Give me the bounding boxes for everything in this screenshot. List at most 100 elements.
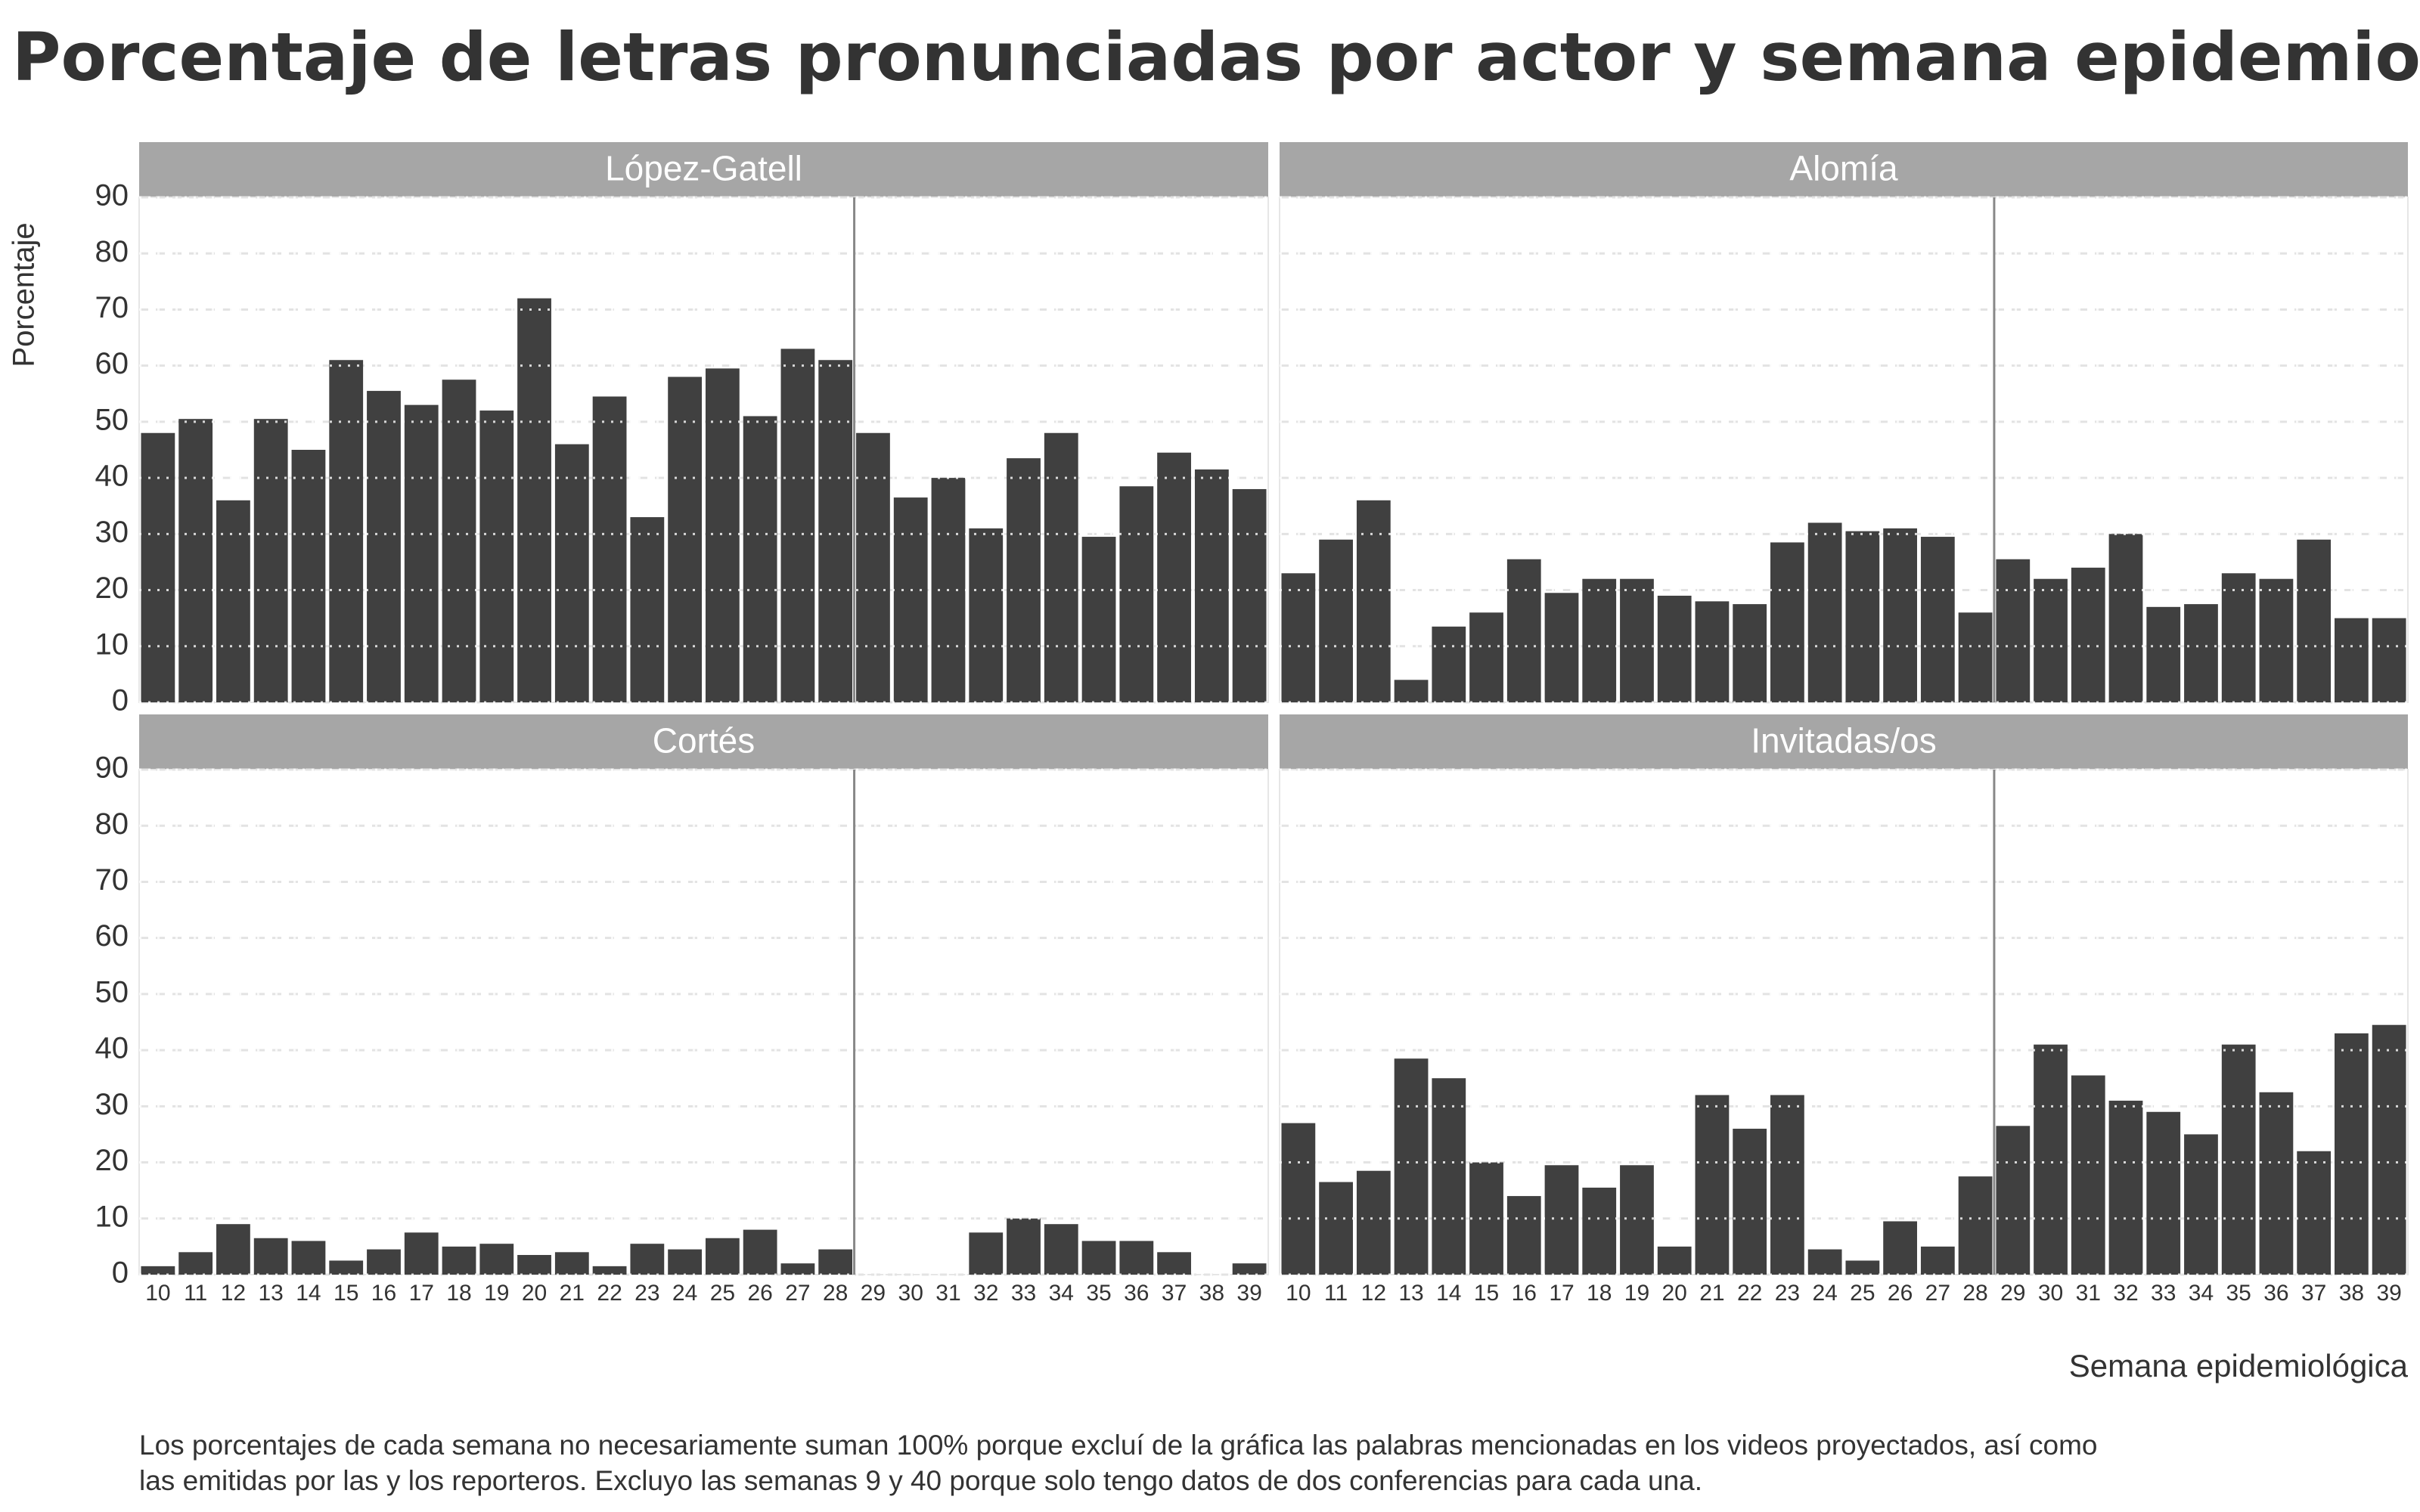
bar (178, 419, 213, 702)
bar (1119, 1241, 1154, 1275)
bar (2221, 573, 2256, 702)
x-tick-label: 39 (1236, 1281, 1261, 1306)
x-tick-label: 16 (1512, 1281, 1537, 1306)
bar (1081, 537, 1116, 702)
x-tick-label: 37 (2301, 1281, 2326, 1306)
x-tick-label: 11 (184, 1281, 207, 1306)
x-tick-label: 26 (1888, 1281, 1913, 1306)
x-tick-label: 10 (1286, 1281, 1311, 1306)
x-tick-label: 32 (2113, 1281, 2138, 1306)
x-tick-label: 35 (1086, 1281, 1111, 1306)
bar (780, 1263, 815, 1275)
bar (668, 1249, 703, 1275)
bar (554, 444, 589, 702)
bar (1845, 1260, 1880, 1275)
x-tick-label: 13 (1398, 1281, 1423, 1306)
y-tick-label: 50 (95, 975, 129, 1009)
x-tick-label: 22 (597, 1281, 622, 1306)
panel-title: Cortés (653, 721, 755, 761)
bar (2146, 606, 2181, 702)
bar (1883, 1221, 1917, 1275)
bar (1081, 1241, 1116, 1275)
bar (1996, 559, 2031, 702)
x-tick-label: 22 (1737, 1281, 1762, 1306)
x-tick-label: 35 (2226, 1281, 2251, 1306)
bar (1883, 528, 1917, 702)
bar (818, 1249, 853, 1275)
bar (969, 528, 1004, 702)
bar (2259, 1092, 2294, 1275)
y-tick-label: 10 (95, 1200, 129, 1233)
x-tick-label: 31 (935, 1281, 960, 1306)
y-tick-label: 70 (95, 863, 129, 897)
bar (856, 432, 890, 702)
panel-title: Alomía (1789, 149, 1898, 188)
bar (479, 1244, 514, 1275)
bar (1232, 1263, 1267, 1275)
bar (1770, 1095, 1804, 1275)
panel-title: Invitadas/os (1751, 721, 1936, 761)
bar (367, 391, 401, 702)
y-tick-label: 90 (95, 751, 129, 785)
y-tick-label: 80 (95, 235, 129, 268)
x-tick-label: 14 (296, 1281, 321, 1306)
y-tick-label: 60 (95, 347, 129, 380)
y-tick-label: 40 (95, 460, 129, 493)
bar (1920, 537, 1955, 702)
bar (1319, 1182, 1353, 1275)
bar (141, 432, 175, 702)
bar (1657, 595, 1692, 702)
bar (2259, 578, 2294, 702)
bar (743, 416, 777, 702)
chart-title: Porcentaje de letras pronunciadas por ac… (12, 18, 2420, 96)
bar (1544, 593, 1579, 702)
x-axis-label: Semana epidemiológica (2069, 1348, 2409, 1383)
x-tick-label: 20 (522, 1281, 547, 1306)
bar (479, 411, 514, 702)
bar (253, 1238, 288, 1275)
x-tick-label: 29 (2000, 1281, 2025, 1306)
bar (1157, 1252, 1191, 1275)
y-tick-label: 0 (112, 684, 129, 717)
y-axis-label: Porcentaje (8, 222, 41, 367)
y-tick-label: 30 (95, 1088, 129, 1121)
bar (291, 1241, 326, 1275)
x-tick-label: 33 (2151, 1281, 2176, 1306)
bar (1920, 1246, 1955, 1275)
x-tick-label: 38 (1199, 1281, 1224, 1306)
bar (592, 1266, 627, 1275)
x-tick-label: 15 (334, 1281, 358, 1306)
bar (1281, 573, 1316, 702)
bar (1007, 458, 1041, 702)
bar (1469, 612, 1503, 702)
bar (1432, 626, 1466, 702)
x-tick-label: 25 (710, 1281, 735, 1306)
bar (2297, 539, 2332, 702)
bar (705, 1238, 740, 1275)
y-tick-label: 50 (95, 403, 129, 436)
x-tick-label: 25 (1850, 1281, 1875, 1306)
bar (291, 450, 326, 702)
x-tick-label: 33 (1011, 1281, 1036, 1306)
y-tick-label: 20 (95, 1144, 129, 1177)
x-tick-label: 23 (1775, 1281, 1800, 1306)
bar (367, 1249, 401, 1275)
bar (2335, 1033, 2369, 1275)
bar (1007, 1218, 1041, 1275)
bar (2108, 534, 2143, 702)
x-tick-label: 20 (1662, 1281, 1687, 1306)
bar (442, 1246, 476, 1275)
bar (2221, 1044, 2256, 1275)
x-tick-label: 37 (1162, 1281, 1187, 1306)
bar (2335, 618, 2369, 702)
bar (1119, 486, 1154, 702)
bar (668, 376, 703, 702)
bar (1319, 539, 1353, 702)
bar (2184, 1134, 2218, 1275)
bar (1432, 1078, 1466, 1275)
bar (1958, 1176, 1993, 1275)
x-tick-label: 28 (1962, 1281, 1987, 1306)
bar (2372, 1024, 2406, 1275)
x-tick-label: 14 (1436, 1281, 1461, 1306)
